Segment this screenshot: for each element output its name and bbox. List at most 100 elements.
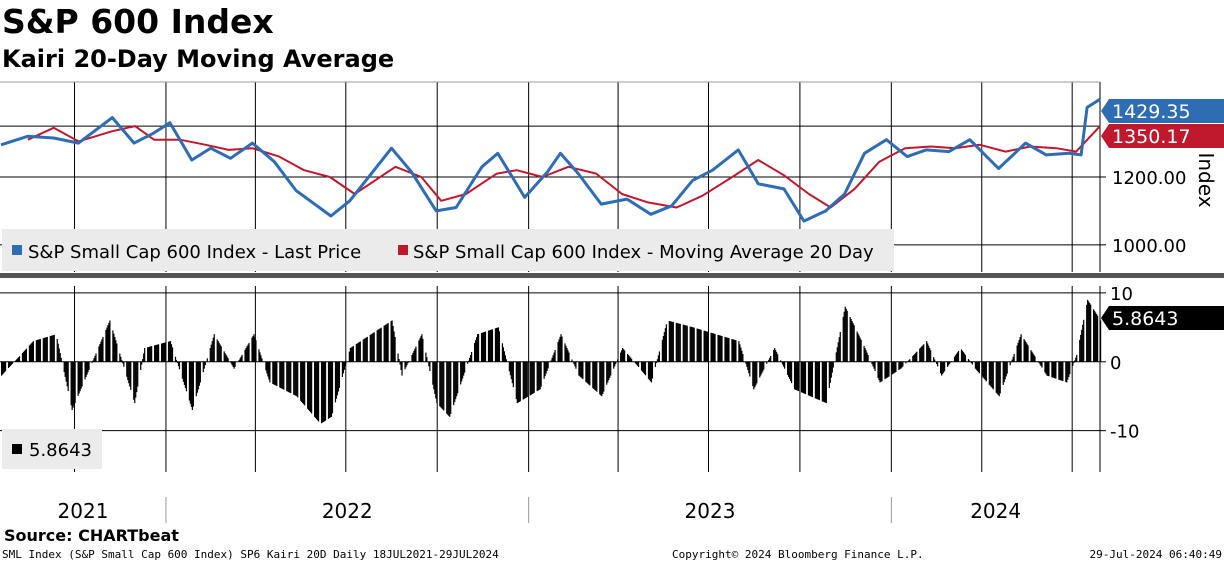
kairi-bar [456, 361, 458, 397]
kairi-bar [1079, 339, 1081, 362]
kairi-bar [533, 361, 535, 393]
kairi-bar [838, 337, 840, 362]
kairi-bar [849, 317, 851, 362]
kairi-bar [852, 323, 854, 362]
kairi-bar [161, 343, 164, 362]
kairi-bar [926, 341, 928, 362]
kairi-bar [1096, 314, 1098, 362]
kairi-bar [511, 361, 513, 384]
kairi-bar [863, 345, 865, 362]
kairi-bar [95, 353, 97, 362]
kairi-bar [981, 361, 983, 377]
kairi-bar [865, 350, 867, 362]
kairi-bar [777, 354, 779, 362]
kairi-bar [975, 361, 977, 370]
kairi-bar [788, 361, 791, 379]
kairi-bar [276, 361, 278, 387]
kairi-bar [1023, 338, 1025, 362]
kairi-bar [471, 351, 473, 362]
kairi-bar [421, 334, 423, 362]
kairi-bar [718, 335, 720, 362]
kairi-bar [477, 333, 480, 362]
kairi-bar [160, 343, 163, 362]
kairi-bar [94, 355, 96, 362]
kairi-bar [359, 341, 361, 362]
kairi-bar [380, 327, 382, 362]
kairi-bar [363, 338, 365, 362]
kairi-bar [1033, 354, 1035, 362]
chart-title: S&P 600 Index [2, 2, 274, 41]
kairi-bar [601, 361, 603, 397]
kairi-bar [286, 361, 288, 392]
kairi-bar [343, 361, 346, 370]
price-line [0, 98, 1101, 223]
kairi-bar [512, 361, 514, 388]
kairi-bar [24, 349, 27, 362]
kairi-bar [1083, 319, 1085, 362]
kairi-bar [36, 339, 38, 362]
kairi-bar [1054, 361, 1056, 379]
kairi-bar [671, 321, 673, 362]
kairi-bar [1072, 361, 1074, 366]
kairi-bar [440, 361, 442, 408]
kairi-bar [247, 344, 249, 362]
kairi-bar [1011, 359, 1013, 362]
last-price-tag-text: 1429.35 [1112, 101, 1191, 123]
kairi-bar [309, 361, 311, 412]
kairi-bar [280, 361, 282, 389]
kairi-bar [585, 361, 587, 382]
kairi-bar [1026, 343, 1028, 362]
kairi-bar [997, 361, 999, 396]
kairi-bar [392, 325, 394, 362]
kairi-bar [65, 361, 67, 382]
kairi-bar [651, 361, 654, 379]
kairi-bar [429, 361, 431, 371]
kairi-bar [587, 361, 589, 384]
kairi-bar [231, 361, 233, 366]
kairi-bar [1067, 361, 1069, 380]
kairi-bar [655, 361, 658, 364]
kairi-bar [31, 342, 33, 362]
kairi-bar [338, 361, 341, 388]
kairi-bar [387, 323, 389, 362]
kairi-bar [268, 361, 270, 380]
kairi-bar [22, 351, 25, 362]
kairi-bar [672, 322, 674, 362]
kairi-bar [77, 361, 79, 396]
kairi-bar [684, 325, 686, 362]
kairi-bar [265, 361, 267, 371]
kairi-bar [163, 342, 166, 362]
kairi-bar [1076, 354, 1078, 362]
kairi-bar [426, 357, 428, 362]
kairi-bar [1059, 361, 1061, 381]
kairi-bar [807, 361, 810, 396]
kairi-bar [942, 361, 944, 375]
kairi-bar [230, 361, 232, 364]
kairi-bar [57, 343, 59, 362]
kairi-bar [446, 361, 448, 414]
kairi-bar [144, 348, 146, 362]
kairi-bar [281, 361, 283, 389]
kairi-bar [696, 328, 698, 362]
kairi-bar [407, 361, 409, 364]
kairi-bar [905, 361, 907, 364]
kairi-bar [336, 361, 339, 396]
kairi-bar [115, 340, 117, 362]
kairi-bar [213, 334, 215, 362]
kairi-bar [419, 338, 421, 362]
kairi-bar [804, 361, 807, 395]
kairi-bar [526, 361, 528, 398]
kairi-bar [801, 361, 804, 393]
x-tick-label: 2022 [322, 499, 373, 523]
kairi-bar [274, 361, 276, 385]
kairi-bar [753, 361, 755, 390]
kairi-bar [974, 361, 976, 369]
kairi-bar [106, 327, 108, 362]
kairi-bars [0, 299, 1102, 424]
kairi-bar [1030, 350, 1032, 362]
kairi-bar [197, 361, 199, 390]
kairi-bar [874, 361, 876, 371]
kairi-bar [992, 361, 994, 390]
kairi-bar [182, 361, 185, 382]
kairi-bar [741, 350, 743, 362]
